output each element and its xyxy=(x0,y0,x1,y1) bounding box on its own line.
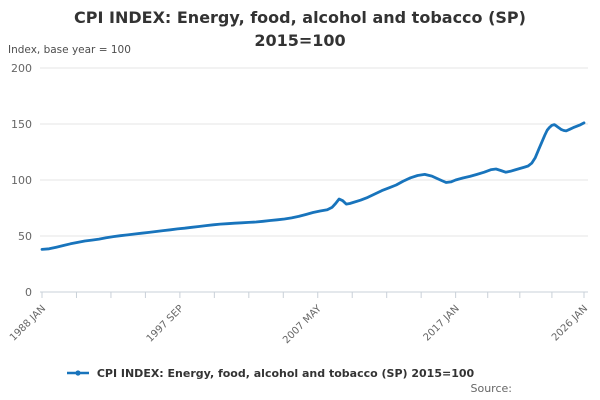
legend-line-marker-icon xyxy=(66,370,89,376)
legend-label: CPI INDEX: Energy, food, alcohol and tob… xyxy=(96,366,475,380)
x-tick-label: 2017 JAN xyxy=(422,303,462,343)
source-label: Source: xyxy=(470,382,513,395)
y-axis-title: Index, base year = 100 xyxy=(8,44,131,56)
x-tick-label: 1988 JAN xyxy=(8,303,48,343)
legend-item[interactable]: CPI INDEX: Energy, food, alcohol and tob… xyxy=(0,363,540,383)
x-tick-label: 2026 JAN xyxy=(550,303,590,343)
legend-marker-dot xyxy=(75,370,81,376)
x-tick-label: 2007 MAY xyxy=(281,303,324,346)
y-tick-label: 0 xyxy=(25,286,32,299)
y-tick-label: 50 xyxy=(18,230,32,243)
y-tick-label: 200 xyxy=(11,62,32,75)
chart-title: CPI INDEX: Energy, food, alcohol and tob… xyxy=(0,6,600,52)
y-tick-label: 150 xyxy=(11,118,32,131)
chart-title-text: CPI INDEX: Energy, food, alcohol and tob… xyxy=(74,8,526,51)
x-tick-label: 1997 SEP xyxy=(145,303,186,344)
series-line xyxy=(40,121,586,251)
y-tick-label: 100 xyxy=(11,174,32,187)
